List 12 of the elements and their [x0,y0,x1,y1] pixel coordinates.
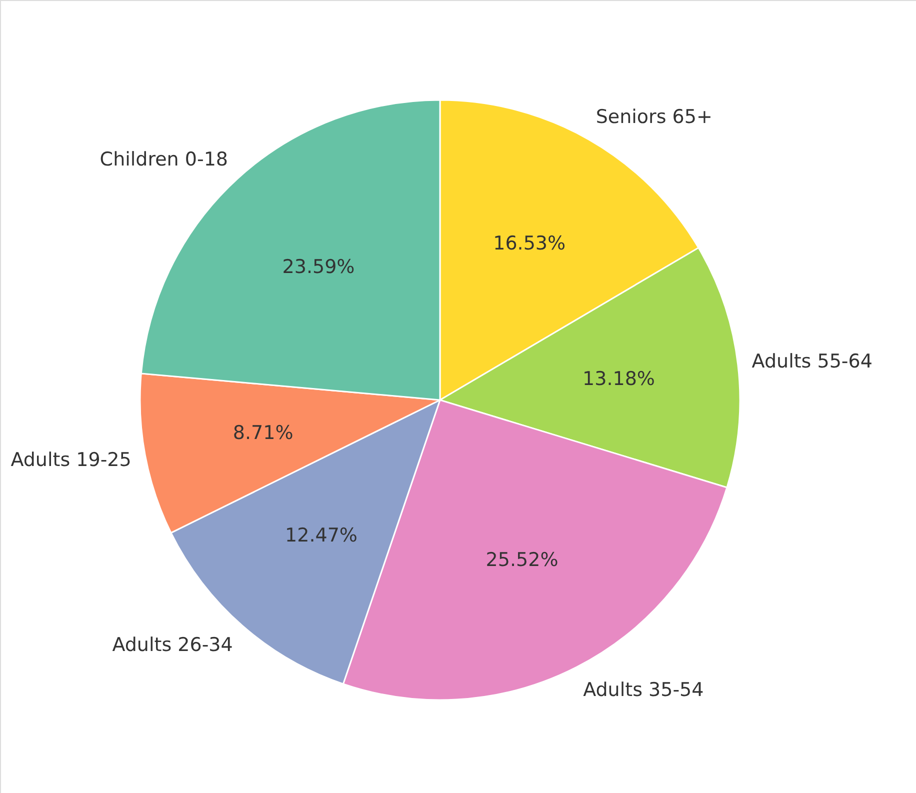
data-label: 8.71% [232,422,294,444]
data-label: 16.53% [493,232,566,255]
data-label: 13.18% [582,368,655,390]
slice-label: Adults 26-34 [112,634,233,656]
slice-label: Seniors 65+ [596,106,712,128]
data-label: 12.47% [285,524,358,546]
data-label: 25.52% [486,549,558,572]
slice-label: Adults 19-25 [10,448,132,471]
slice-label: Children 0-18 [100,148,228,170]
data-label: 23.59% [282,256,355,278]
slice-label: Adults 35-54 [583,679,704,702]
slice-label: Adults 55-64 [752,350,872,373]
